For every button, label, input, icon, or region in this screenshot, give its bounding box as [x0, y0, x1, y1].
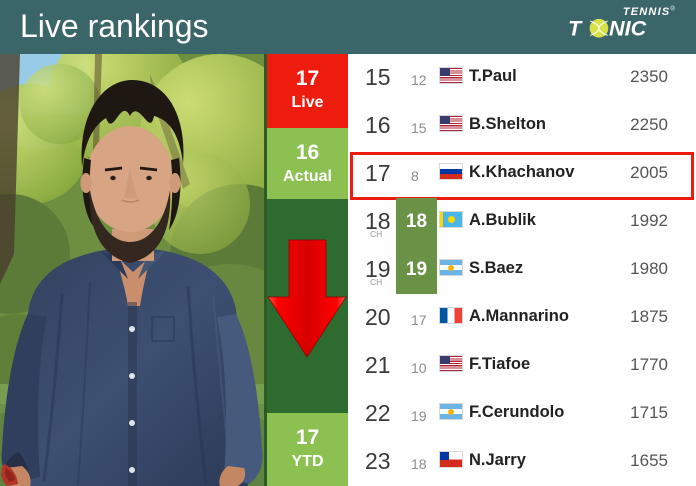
svg-text:T: T [568, 15, 583, 40]
svg-text:NIC: NIC [609, 15, 647, 40]
